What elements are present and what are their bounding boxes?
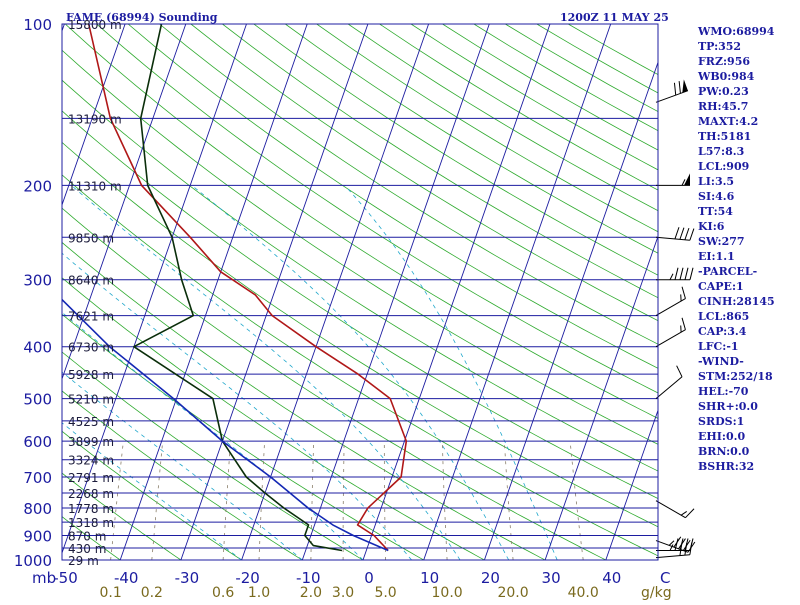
height-label: 3324 m <box>68 454 114 468</box>
stat-line: EHI:0.0 <box>698 429 798 444</box>
height-label: 5928 m <box>68 368 114 382</box>
pressure-tick-label: 400 <box>23 339 52 357</box>
height-label: 11310 m <box>68 179 122 193</box>
stat-line: RH:45.7 <box>698 99 798 114</box>
stat-line: CAPE:1 <box>698 279 798 294</box>
temperature-tick-label: 0 <box>364 569 374 587</box>
stat-line: SI:4.6 <box>698 189 798 204</box>
mixing-ratio-label: 40.0 <box>568 585 599 600</box>
mixing-ratio-label: 0.6 <box>212 585 234 600</box>
height-label: 1318 m <box>68 516 114 530</box>
height-label: 13190 m <box>68 112 122 126</box>
stat-line: PW:0.23 <box>698 84 798 99</box>
pressure-tick-label: 900 <box>23 527 52 545</box>
height-label: 2268 m <box>68 487 114 501</box>
mixing-ratio-label: 0.1 <box>100 585 122 600</box>
temperature-tick-label: -30 <box>175 569 200 587</box>
pressure-tick-label: 300 <box>23 272 52 290</box>
stat-line: TP:352 <box>698 39 798 54</box>
pressure-tick-label: 800 <box>23 500 52 518</box>
pressure-tick-label: 700 <box>23 469 52 487</box>
height-label: 5210 m <box>68 393 114 407</box>
temperature-tick-label: 30 <box>542 569 561 587</box>
pressure-tick-label: 100 <box>23 16 52 34</box>
pressure-tick-label: 200 <box>23 177 52 195</box>
stat-line: LFC:-1 <box>698 339 798 354</box>
height-label: 6730 m <box>68 341 114 355</box>
stat-line: LI:3.5 <box>698 174 798 189</box>
mixing-ratio-label: 1.0 <box>248 585 270 600</box>
height-label: 29 m <box>68 554 99 568</box>
temperature-tick-label: 40 <box>602 569 621 587</box>
stat-line: SW:277 <box>698 234 798 249</box>
chart-title: FAME (68994) Sounding <box>66 11 218 24</box>
stat-line: SHR+:0.0 <box>698 399 798 414</box>
height-label: 8640 m <box>68 274 114 288</box>
height-label: 7621 m <box>68 310 114 324</box>
stat-line: -WIND- <box>698 354 798 369</box>
stat-line: BSHR:32 <box>698 459 798 474</box>
chart-time: 1200Z 11 MAY 25 <box>560 11 669 24</box>
pressure-tick-label: 600 <box>23 433 52 451</box>
pressure-tick-label: 1000 <box>14 552 52 570</box>
mixing-ratio-label: 20.0 <box>497 585 528 600</box>
stat-line: -PARCEL- <box>698 264 798 279</box>
stat-line: WB0:984 <box>698 69 798 84</box>
stat-line: WMO:68994 <box>698 24 798 39</box>
stat-line: LCL:865 <box>698 309 798 324</box>
stat-line: HEL:-70 <box>698 384 798 399</box>
height-label: 3899 m <box>68 435 114 449</box>
stat-line: CINH:28145 <box>698 294 798 309</box>
height-label: 9850 m <box>68 231 114 245</box>
stat-line: TH:5181 <box>698 129 798 144</box>
stat-line: STM:252/18 <box>698 369 798 384</box>
stat-line: SRDS:1 <box>698 414 798 429</box>
height-label: 2791 m <box>68 471 114 485</box>
height-label: 1778 m <box>68 502 114 516</box>
stat-line: CAP:3.4 <box>698 324 798 339</box>
mixing-ratio-unit: g/kg <box>641 585 672 600</box>
mixing-ratio-label: 0.2 <box>141 585 163 600</box>
stat-line: L57:8.3 <box>698 144 798 159</box>
stat-line: LCL:909 <box>698 159 798 174</box>
height-label: 4525 m <box>68 415 114 429</box>
stat-line: TT:54 <box>698 204 798 219</box>
mixing-ratio-label: 10.0 <box>432 585 463 600</box>
mixing-ratio-label: 5.0 <box>374 585 396 600</box>
temperature-tick-label: -50 <box>53 569 78 587</box>
mixing-ratio-label: 3.0 <box>332 585 354 600</box>
pressure-tick-label: 500 <box>23 391 52 409</box>
stat-line: BRN:0.0 <box>698 444 798 459</box>
stat-line: MAXT:4.2 <box>698 114 798 129</box>
stat-line: KI:6 <box>698 219 798 234</box>
mixing-ratio-label: 2.0 <box>300 585 322 600</box>
stat-line: FRZ:956 <box>698 54 798 69</box>
stat-line: EI:1.1 <box>698 249 798 264</box>
